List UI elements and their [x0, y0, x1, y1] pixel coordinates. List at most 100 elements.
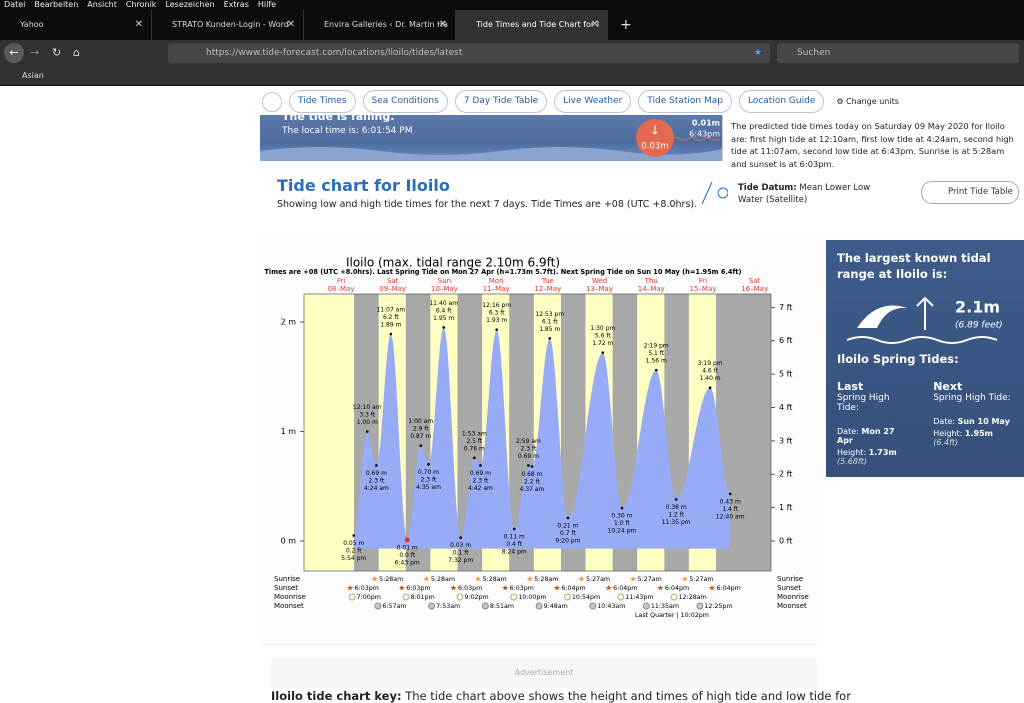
tide-point — [459, 536, 462, 540]
tide-area — [353, 327, 731, 549]
menu-item[interactable]: Datei — [4, 0, 26, 9]
tab-active[interactable]: Tide Times and Tide Chart for I ✕ — [456, 10, 608, 40]
day-name: Thu — [644, 277, 658, 285]
tide-point — [479, 464, 482, 467]
tide-point — [389, 332, 393, 336]
sunset-time: 6:03pm — [510, 585, 534, 592]
sunrise-time: 5:27am — [638, 576, 662, 583]
tide-label: 0.7 ft — [560, 530, 576, 537]
tide-label: 1.56 m — [646, 358, 667, 365]
key-text: The tide chart above shows the height an… — [405, 689, 851, 703]
tide-label: 6.1 ft — [542, 318, 558, 325]
nav-pill[interactable]: Tide Times — [289, 90, 356, 113]
tide-label: 10:24 pm — [608, 528, 637, 535]
moonset-time: 8:51am — [490, 603, 514, 610]
date-label: Date: — [837, 427, 859, 436]
url-bar[interactable]: https://www.tide-forecast.com/locations/… — [168, 43, 770, 63]
moon-icon — [428, 602, 436, 610]
menu-item[interactable]: Extras — [223, 0, 249, 9]
tide-label: 5.1 ft — [648, 350, 664, 357]
chart-title: Iloilo (max. tidal range 2.10m 6.9ft) — [346, 256, 560, 270]
tide-label: 0.1 ft — [453, 550, 469, 557]
sun-icon: ★ — [578, 575, 585, 584]
row-label-left: Moonrise — [274, 593, 306, 601]
moonset-time: 9:48am — [544, 603, 568, 610]
tab[interactable]: Envira Galleries ‹ Dr. Martin Ha ✕ — [304, 10, 456, 40]
tide-label: 0.21 m — [557, 523, 578, 530]
nav-pill[interactable]: Location Guide — [738, 90, 825, 113]
tab-close[interactable]: ✕ — [134, 19, 143, 30]
menu-item[interactable]: Hilfe — [257, 0, 277, 9]
tide-label: 4:42 am — [468, 485, 493, 492]
tab[interactable]: Yahoo ✕ — [0, 10, 152, 40]
banner-graphic: ↓ 0.03m 0.01m 6:43pm — [260, 119, 722, 161]
tide-label: 2.3 ft — [473, 477, 489, 484]
tide-label: 1:00 am — [408, 418, 433, 425]
bookmark-folder[interactable]: Asian — [22, 71, 44, 80]
reload-button[interactable]: ↻ — [52, 46, 62, 59]
tick-label-left: 0 m — [281, 537, 297, 546]
tide-chart: Iloilo (max. tidal range 2.10m 6.9ft)Tim… — [264, 256, 809, 620]
nav-pill[interactable]: Sea Conditions — [362, 90, 448, 113]
tick-label-right: 4 ft — [779, 403, 792, 412]
date-value: Mon 27 Apr — [837, 427, 895, 445]
tide-point — [530, 465, 534, 468]
tide-summary: The predicted tide times today on Saturd… — [722, 115, 1024, 169]
menu-item[interactable]: Ansicht — [87, 0, 117, 9]
day-name: Sat — [749, 277, 761, 285]
tide-label: 12:16 pm — [482, 302, 511, 309]
tide-label: 0.30 m — [611, 513, 632, 520]
moonrise-time: 8:01pm — [411, 594, 435, 601]
tab[interactable]: STRATO Kunden-Login - Word ✕ — [152, 10, 304, 40]
tide-label: 11:35 pm — [662, 519, 691, 526]
tab-close[interactable]: ✕ — [590, 19, 599, 30]
menu-item[interactable]: Lesezeichen — [165, 0, 215, 9]
moon-icon — [670, 593, 678, 601]
menu-bar: Datei Bearbeiten Ansicht Chronik Lesezei… — [0, 0, 1024, 10]
bookmark-star[interactable]: ★ — [753, 48, 762, 58]
tide-point — [512, 527, 516, 531]
row-label-right: Moonrise — [777, 593, 809, 601]
tab-close[interactable]: ✕ — [438, 19, 447, 30]
range-m: 2.1m — [955, 298, 1000, 317]
tide-label: 1.4 ft — [722, 506, 738, 513]
new-tab[interactable]: + — [620, 17, 632, 33]
tide-label: 1.40 m — [700, 375, 721, 382]
nav-pill[interactable]: Live Weather — [554, 90, 632, 113]
tick-label-left: 2 m — [281, 318, 297, 327]
tide-label: 6:43 pm — [395, 559, 420, 566]
print-button[interactable]: Print Tide Table — [921, 181, 1019, 204]
nav-pill[interactable]: Tide Station Map — [638, 90, 732, 113]
back-button[interactable]: ← — [4, 43, 24, 63]
height-value: 1.95m — [964, 429, 993, 438]
tide-line — [671, 137, 721, 141]
sunrise-time: 5:28am — [483, 576, 507, 583]
moonrise-time: 12:28am — [679, 594, 707, 601]
search-bar[interactable]: Suchen — [777, 43, 1019, 63]
change-units[interactable]: ⚙ Change units — [836, 97, 899, 106]
home-button[interactable]: ⌂ — [73, 46, 80, 59]
tab-bar: Yahoo ✕ STRATO Kunden-Login - Word ✕ Envir… — [0, 10, 1024, 40]
moonrise-time: 11:43pm — [625, 594, 653, 601]
menu-item[interactable]: Bearbeiten — [34, 0, 79, 9]
col-heading: Last — [837, 380, 864, 393]
tide-point — [548, 337, 552, 340]
nav-pill[interactable]: 7 Day Tide Table — [454, 90, 548, 113]
tick-label-right: 5 ft — [779, 370, 792, 379]
tide-label: 5:54 pm — [341, 555, 366, 562]
moon-icon — [696, 602, 704, 610]
tick-label-left: 1 m — [281, 427, 297, 436]
tide-point — [352, 534, 356, 537]
sunset-time: 6:03pm — [355, 585, 379, 592]
sun-icon: ★ — [553, 584, 560, 593]
menu-item[interactable]: Chronik — [125, 0, 157, 9]
moon-icon — [563, 593, 571, 601]
nav-toggle[interactable] — [262, 91, 282, 112]
forward-button[interactable]: → — [30, 46, 40, 59]
tab-close[interactable]: ✕ — [286, 19, 295, 30]
day-date: 10–May — [431, 285, 458, 293]
datum-icon — [701, 181, 728, 205]
moonrise-time: 10:00pm — [518, 594, 546, 601]
sunset-time: 6:04pm — [665, 585, 689, 592]
tide-label: 0.70 m — [418, 469, 439, 476]
